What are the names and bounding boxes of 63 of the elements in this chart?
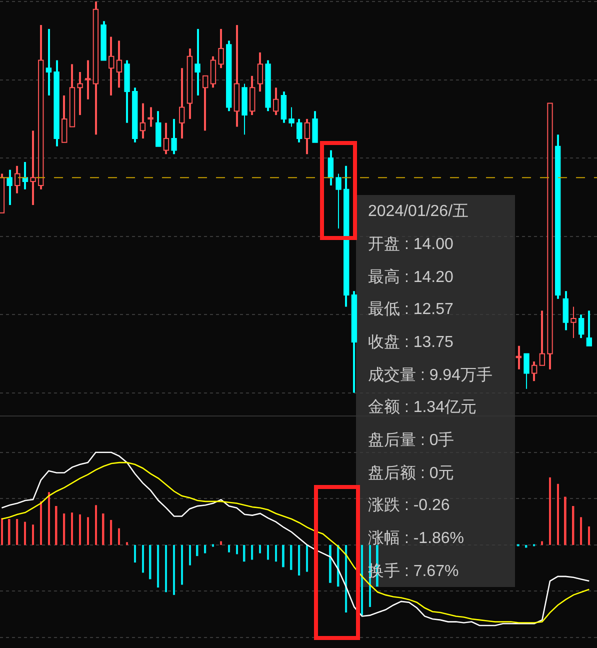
bar: [282, 544, 284, 568]
bar: [557, 484, 559, 545]
bar: [572, 506, 574, 545]
bar: [189, 544, 191, 566]
bar: [251, 544, 254, 560]
bar: [16, 519, 18, 545]
bar: [588, 526, 590, 545]
bar: [580, 517, 582, 545]
text: 金额 : 1.34亿元: [368, 398, 476, 416]
bar: [549, 477, 551, 545]
candlestick: [148, 107, 154, 127]
bar: [32, 524, 34, 545]
bar: [1, 518, 3, 545]
annotation: 涨跌 : -0.26: [368, 496, 450, 514]
annotation: 涨幅 : -1.86%: [368, 529, 464, 547]
bar: [329, 544, 332, 583]
bar: [8, 519, 10, 545]
annotation: 最高 : 14.20: [368, 268, 454, 286]
bar: [71, 512, 73, 545]
bar: [165, 544, 167, 592]
annotation: 盘后额 : 0元: [368, 464, 454, 482]
bar: [228, 544, 230, 552]
bar: [275, 544, 277, 562]
text: 盘后量 : 0手: [368, 431, 454, 449]
bar: [24, 522, 26, 545]
bar: [142, 544, 144, 573]
annotation: 成交量 : 9.94万手: [368, 366, 492, 384]
bar: [181, 544, 183, 585]
bar: [267, 544, 269, 560]
bar: [298, 544, 300, 576]
bar: [55, 506, 58, 545]
bar: [102, 513, 104, 545]
bar: [110, 520, 112, 545]
annotation: 最低 : 12.57: [368, 301, 454, 318]
annotation: 收盘 : 13.75: [368, 334, 454, 351]
bar: [95, 505, 97, 545]
candlestick: [30, 130, 36, 206]
annotation: 2024/01/26/五: [368, 203, 469, 220]
bar: [564, 496, 566, 545]
bar: [541, 541, 543, 545]
bar: [63, 513, 66, 545]
bar: [79, 514, 81, 545]
candlestick: [46, 28, 52, 96]
bar: [220, 541, 222, 545]
bar: [173, 544, 175, 595]
bar: [126, 542, 128, 545]
bar: [259, 544, 261, 554]
bar: [149, 544, 152, 580]
bar: [40, 501, 42, 545]
bar: [306, 544, 308, 572]
bar: [118, 528, 120, 545]
bar: [290, 544, 292, 570]
bar: [204, 544, 206, 554]
annotation: 开盘 : 14.00: [368, 236, 454, 253]
bar: [361, 544, 363, 616]
candlestick: [516, 346, 522, 370]
candlestick: [85, 60, 91, 100]
bar: [87, 517, 89, 545]
bar: [212, 544, 214, 547]
bar: [134, 544, 136, 563]
bar: [157, 544, 160, 588]
bar: [48, 492, 50, 545]
bar: [236, 544, 238, 554]
